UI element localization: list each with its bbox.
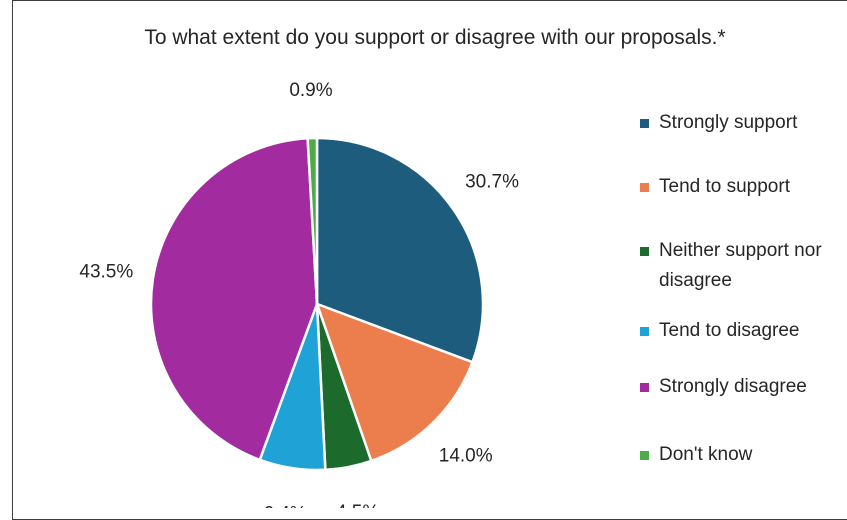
- pie-slice-strongly-disagree: [149, 137, 319, 462]
- legend-item: Strongly disagree: [640, 372, 847, 402]
- legend-item: Neither support nor disagree: [640, 236, 847, 296]
- legend-swatch: [640, 183, 649, 192]
- data-label: 43.5%: [79, 262, 133, 283]
- legend-label: Tend to support: [659, 176, 790, 197]
- legend-label: Neither support nor disagree: [659, 240, 822, 291]
- legend-swatch: [640, 383, 649, 392]
- legend-label: Strongly support: [659, 112, 798, 133]
- legend-swatch: [640, 327, 649, 336]
- data-label: 4.5%: [336, 502, 379, 508]
- legend-label: Tend to disagree: [659, 320, 800, 341]
- legend-label: Strongly disagree: [659, 376, 807, 397]
- legend-item: Tend to support: [640, 172, 847, 202]
- data-label: 0.9%: [289, 80, 332, 101]
- chart-title: To what extent do you support or disagre…: [144, 26, 726, 49]
- legend-item: Tend to disagree: [640, 316, 847, 346]
- legend-label: Don't know: [659, 444, 753, 465]
- legend-swatch: [640, 451, 649, 460]
- data-label: 30.7%: [465, 172, 519, 193]
- legend-item: Don't know: [640, 440, 847, 470]
- pie-slice-strongly-support: [315, 136, 485, 364]
- pie-slice-don-t-know: [306, 136, 319, 306]
- data-label: 6.4%: [263, 504, 306, 508]
- data-label: 14.0%: [439, 446, 493, 467]
- pie-slice-tend-to-support: [315, 302, 474, 463]
- legend-swatch: [640, 247, 649, 256]
- legend-swatch: [640, 119, 649, 128]
- pie-chart: 30.7% 14.0% 4.5% 6.4% 43.5% 0.9%: [79, 80, 519, 508]
- legend-item: Strongly support: [640, 108, 847, 138]
